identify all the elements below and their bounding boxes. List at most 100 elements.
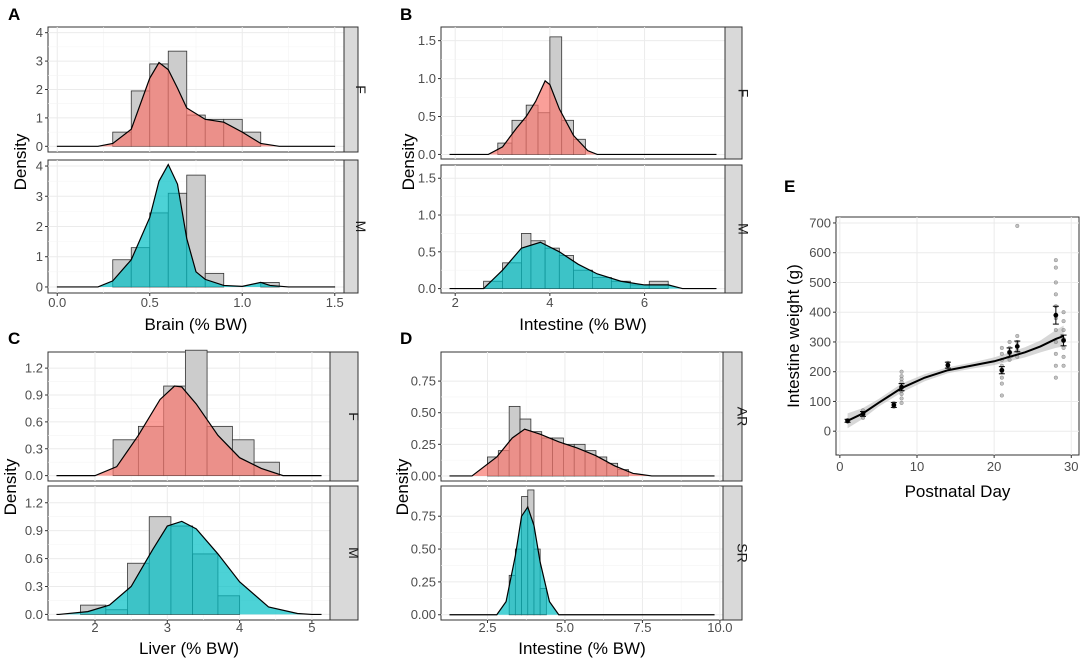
y-tick-label: 0 xyxy=(36,279,43,294)
data-point xyxy=(1061,328,1066,333)
density-line xyxy=(449,241,717,290)
data-point xyxy=(899,400,904,405)
x-axis-title: Brain (% BW) xyxy=(145,315,248,334)
y-axis-title: Intestine weight (g) xyxy=(784,264,803,408)
y-tick-label: 600 xyxy=(809,245,831,260)
facet-f: 0.0 0.5 1.0 1.5 F xyxy=(418,26,752,162)
y-tick-label: 0 xyxy=(36,139,43,154)
y-tick-label: 500 xyxy=(809,275,831,290)
density-area xyxy=(483,242,683,289)
data-point xyxy=(1053,375,1058,380)
x-axis-title: Postnatal Day xyxy=(905,482,1011,501)
x-tick-label: 2 xyxy=(91,620,98,635)
facet-strip xyxy=(343,26,359,153)
x-tick-label: 3 xyxy=(164,620,171,635)
panel-letter: B xyxy=(400,5,412,24)
y-tick-label: 0.50 xyxy=(411,542,436,557)
x-tick-label: 1.0 xyxy=(233,295,251,310)
data-point xyxy=(1061,363,1066,368)
panel-a: A 0 1 2 3 4 F 0 1 2 3 4 M 0.0 0.5 1.0 1.5 Brain (% BW) Den… xyxy=(8,5,369,334)
mean-point xyxy=(945,362,951,368)
facet-strip xyxy=(724,164,743,294)
mean-point xyxy=(999,367,1005,373)
x-tick-label: 2.5 xyxy=(478,620,496,635)
x-tick-label: 10 xyxy=(910,459,924,474)
mean-point xyxy=(1061,338,1066,343)
density-area xyxy=(471,429,652,476)
density-area xyxy=(97,62,280,147)
density-line xyxy=(449,505,715,616)
facet-strip-label: M xyxy=(736,223,752,235)
y-tick-label: 0.75 xyxy=(411,374,436,389)
data-point xyxy=(1007,357,1012,362)
data-point xyxy=(999,375,1004,380)
y-tick-label: 0.25 xyxy=(411,437,436,452)
y-tick-label: 1.2 xyxy=(25,361,43,376)
data-point xyxy=(1053,363,1058,368)
data-point xyxy=(999,393,1004,398)
data-point xyxy=(1053,292,1058,297)
facet-m: 0.0 0.3 0.6 0.9 1.2 M xyxy=(25,485,362,622)
y-tick-label: 1 xyxy=(36,110,43,125)
x-tick-label: 2 xyxy=(452,295,459,310)
mean-point xyxy=(899,384,904,390)
facet-strip xyxy=(329,351,359,482)
density-area xyxy=(58,521,312,615)
y-tick-label: 1.2 xyxy=(25,495,43,510)
y-tick-label: 3 xyxy=(36,189,43,204)
mean-point xyxy=(1007,349,1012,355)
y-tick-label: 0.6 xyxy=(25,551,43,566)
data-point xyxy=(1053,339,1058,344)
y-tick-label: 0.75 xyxy=(411,509,436,524)
density-line xyxy=(449,428,715,477)
y-tick-label: 3 xyxy=(36,54,43,69)
y-tick-label: 1.5 xyxy=(418,171,436,186)
y-tick-label: 0.5 xyxy=(418,109,436,124)
facet-strip xyxy=(329,485,359,621)
facet-strip-label: F xyxy=(346,412,362,421)
x-tick-label: 7.5 xyxy=(633,620,651,635)
x-axis-title: Intestine (% BW) xyxy=(519,315,647,334)
y-tick-label: 1.0 xyxy=(418,71,436,86)
data-point xyxy=(1061,354,1066,359)
panel-letter: D xyxy=(400,329,412,348)
y-tick-label: 0.3 xyxy=(25,441,43,456)
y-tick-label: 0.00 xyxy=(411,607,436,622)
y-tick-label: 0.5 xyxy=(418,244,436,259)
density-line xyxy=(449,79,717,156)
mean-point xyxy=(860,411,866,417)
y-tick-label: 1.0 xyxy=(418,208,436,223)
facet-strip-label: F xyxy=(736,89,752,98)
facet-m: 0 1 2 3 4 M xyxy=(36,159,369,295)
y-tick-label: 0.3 xyxy=(25,579,43,594)
facet-f: 0.0 0.3 0.6 0.9 1.2 F xyxy=(25,349,362,483)
density-line xyxy=(56,163,336,288)
facet-strip xyxy=(724,26,743,160)
x-tick-label: 0 xyxy=(836,459,843,474)
x-tick-label: 5.0 xyxy=(556,620,574,635)
x-tick-label: 0.0 xyxy=(48,295,66,310)
y-tick-label: 0 xyxy=(824,424,831,439)
panel-letter: C xyxy=(8,329,20,348)
x-tick-label: 0.5 xyxy=(141,295,159,310)
y-tick-label: 0.9 xyxy=(25,523,43,538)
facet-sr: 0.00 0.25 0.50 0.75 SR xyxy=(411,485,751,622)
data-point xyxy=(899,374,904,379)
facet-strip xyxy=(722,351,743,482)
data-point xyxy=(1015,334,1020,339)
data-point xyxy=(899,396,904,401)
data-point xyxy=(1053,328,1058,333)
y-tick-label: 0.25 xyxy=(411,574,436,589)
y-tick-label: 700 xyxy=(809,215,831,230)
y-tick-label: 2 xyxy=(36,219,43,234)
y-tick-label: 100 xyxy=(809,394,831,409)
x-tick-label: 4 xyxy=(546,295,553,310)
x-tick-label: 10.0 xyxy=(707,620,732,635)
density-area xyxy=(496,507,559,615)
y-tick-label: 0.0 xyxy=(25,468,43,483)
y-tick-label: 400 xyxy=(809,305,831,320)
data-point xyxy=(1053,265,1058,270)
facet-strip-label: F xyxy=(353,85,369,94)
data-point xyxy=(999,381,1004,386)
data-point xyxy=(1061,345,1066,350)
